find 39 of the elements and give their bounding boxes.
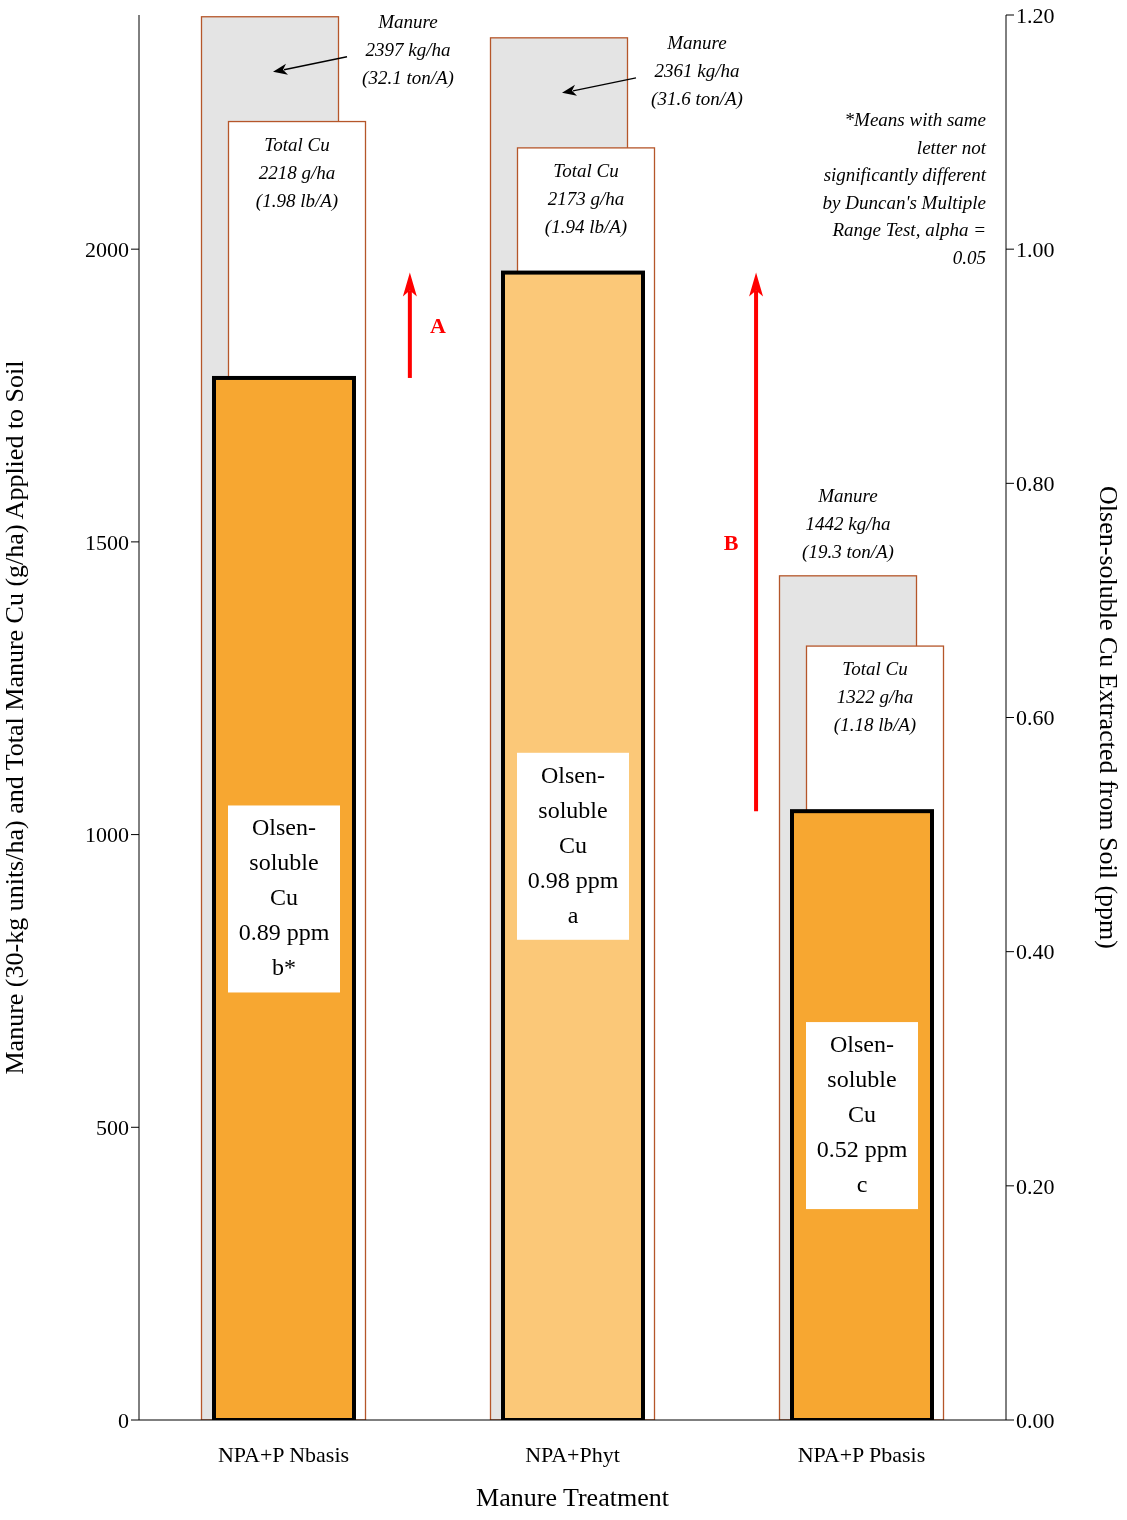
text: Total Cu bbox=[842, 658, 908, 680]
y-tick-label: 1500 bbox=[85, 529, 129, 555]
annotation: B bbox=[723, 529, 739, 555]
y2-tick-label: 0.00 bbox=[1016, 1407, 1055, 1433]
data-label: 1442 kg/ha (19.3 ton/A) bbox=[802, 512, 894, 563]
y2-axis-title: Olsen-soluble Cu Extracted from Soil (ppm) bbox=[1093, 486, 1123, 949]
y-tick-label: 500 bbox=[96, 1115, 129, 1141]
text: Manure bbox=[818, 484, 878, 506]
y2-tick-label: 0.40 bbox=[1016, 939, 1055, 965]
annotation: A bbox=[429, 313, 446, 339]
data-label: 2173 g/ha (1.94 lb/A) bbox=[544, 187, 628, 238]
y2-tick-label: 0.80 bbox=[1016, 471, 1055, 497]
text: Total Cu bbox=[264, 133, 330, 155]
data-label: 2397 kg/ha (32.1 ton/A) bbox=[362, 38, 454, 89]
text: Manure bbox=[667, 31, 727, 53]
text: Olsen-soluble Cu bbox=[827, 1031, 897, 1128]
x-axis-title: Manure Treatment bbox=[476, 1483, 670, 1512]
data-label: 0.52 ppm c bbox=[816, 1136, 908, 1198]
y-tick-label: 2000 bbox=[85, 236, 129, 262]
y-tick-label: 0 bbox=[118, 1407, 129, 1433]
y2-tick-label: 0.60 bbox=[1016, 705, 1055, 731]
y2-tick-label: 1.00 bbox=[1016, 236, 1055, 262]
y2-tick-label: 0.20 bbox=[1016, 1173, 1055, 1199]
text: Manure bbox=[377, 10, 438, 32]
series-label: Olsen-soluble Cu bbox=[249, 814, 319, 911]
y-axis-title: Manure (30-kg units/ha) and Total Manure Cu (g/ha) Applied to Soil bbox=[0, 360, 30, 1075]
x-tick-label: NPA+Phyt bbox=[525, 1441, 620, 1467]
y-tick-label: 1000 bbox=[85, 822, 129, 848]
data-label: 0.98 ppm a bbox=[527, 866, 619, 928]
y2-tick-label: 1.20 bbox=[1016, 2, 1055, 28]
data-label: 1322 g/ha (1.18 lb/A) bbox=[833, 686, 917, 737]
text: Olsen-soluble Cu bbox=[538, 761, 608, 858]
annotation: *Means with same letter not significantly different by Duncan's Multiple Range Test, alpha = 0.05 bbox=[821, 108, 986, 270]
data-label: 2218 g/ha (1.98 lb/A) bbox=[255, 161, 339, 212]
series-label: Total Cu bbox=[553, 159, 619, 181]
x-tick-label: NPA+P Nbasis bbox=[217, 1441, 350, 1467]
data-label: 0.89 ppm b* bbox=[238, 919, 330, 981]
data-label: 2361 kg/ha (31.6 ton/A) bbox=[651, 59, 743, 110]
x-tick-label: NPA+P Pbasis bbox=[797, 1441, 926, 1467]
